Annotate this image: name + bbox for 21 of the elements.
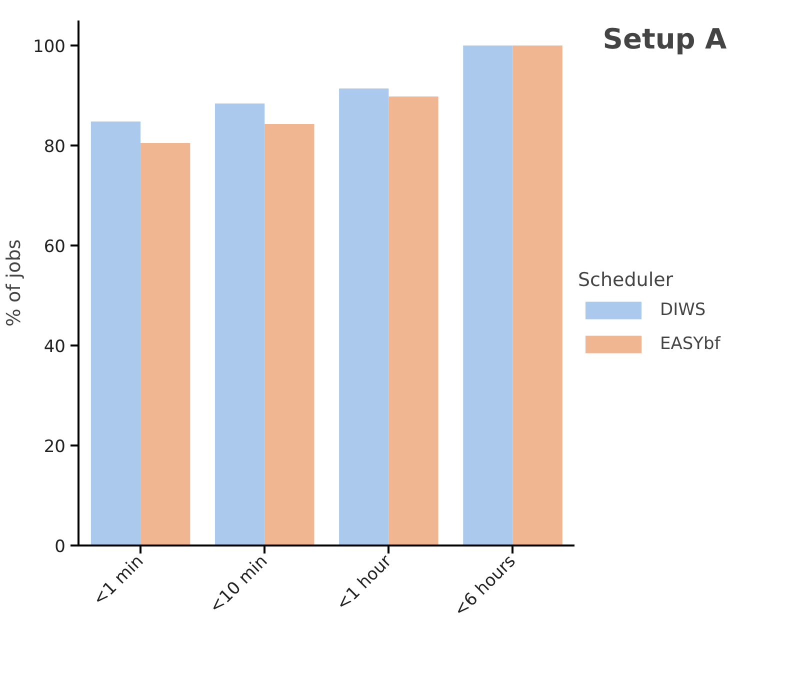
x-tick-label: <1 min <box>89 551 148 610</box>
bar <box>512 46 562 546</box>
bar <box>388 96 438 546</box>
legend-label: EASYbf <box>660 334 720 354</box>
bar <box>90 122 141 546</box>
legend-label: DIWS <box>660 300 706 320</box>
bar <box>214 104 265 546</box>
y-axis-title: % of jobs <box>3 239 26 327</box>
bar <box>140 143 190 546</box>
y-tick-label: 20 <box>44 437 66 457</box>
bar <box>264 124 314 546</box>
y-tick-label: 60 <box>44 237 66 257</box>
text: Setup A <box>602 22 728 56</box>
y-tick-label: 80 <box>44 137 66 157</box>
y-tick-label: 40 <box>44 337 66 357</box>
y-tick-label: 0 <box>54 537 66 557</box>
x-tick-label: <10 min <box>206 551 272 618</box>
bar <box>339 88 389 546</box>
legend-title: Scheduler <box>578 269 674 291</box>
y-tick-label: 100 <box>33 37 66 57</box>
bar <box>463 46 513 546</box>
